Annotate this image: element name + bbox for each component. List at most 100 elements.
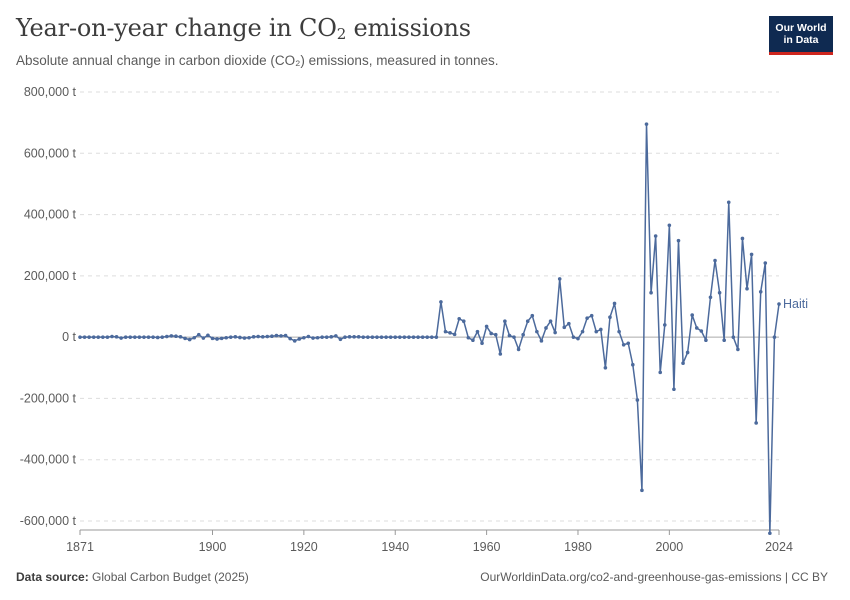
data-point[interactable] [434,335,439,339]
data-point[interactable] [745,286,749,291]
data-point[interactable] [356,335,361,339]
data-point[interactable] [758,289,763,294]
data-point[interactable] [443,329,448,334]
data-point[interactable] [503,319,507,324]
data-point[interactable] [457,316,462,321]
data-point[interactable] [210,336,215,341]
data-point[interactable] [539,339,544,343]
data-point[interactable] [123,335,128,339]
data-point[interactable] [676,238,681,243]
data-point[interactable] [87,335,91,339]
data-point[interactable] [429,335,434,339]
data-point[interactable] [142,335,146,339]
data-point[interactable] [726,200,731,205]
data-point[interactable] [681,361,685,365]
data-point[interactable] [361,335,366,339]
data-point[interactable] [411,335,416,339]
data-point[interactable] [128,335,133,339]
data-point[interactable] [283,333,288,338]
data-point[interactable] [498,352,503,356]
data-point[interactable] [233,335,238,339]
data-point[interactable] [425,335,430,339]
data-point[interactable] [192,335,197,340]
data-point[interactable] [713,258,717,263]
data-point[interactable] [320,335,324,339]
data-point[interactable] [777,302,781,306]
data-point[interactable] [297,337,302,341]
data-point[interactable] [576,336,580,341]
data-point[interactable] [201,336,206,340]
data-point[interactable] [512,335,516,339]
data-point[interactable] [599,327,603,332]
data-point[interactable] [631,362,635,367]
data-point[interactable] [567,321,571,326]
data-point[interactable] [151,335,155,339]
data-point[interactable] [571,335,576,339]
data-point[interactable] [530,313,535,318]
data-point[interactable] [653,234,658,238]
data-point[interactable] [548,319,553,324]
data-point[interactable] [704,338,708,343]
data-point[interactable] [717,290,722,295]
data-point[interactable] [260,335,265,339]
owid-logo[interactable]: Our World in Data [769,16,833,55]
data-point[interactable] [366,335,370,339]
data-point[interactable] [119,336,123,340]
data-point[interactable] [334,334,338,338]
data-point[interactable] [694,326,699,330]
data-point[interactable] [165,334,169,339]
data-point[interactable] [667,223,672,228]
data-point[interactable] [448,331,452,335]
data-point[interactable] [315,335,320,340]
data-point[interactable] [662,323,667,327]
data-point[interactable] [585,316,589,320]
data-point[interactable] [251,335,256,339]
data-point[interactable] [324,335,329,339]
data-point[interactable] [475,329,480,334]
data-point[interactable] [416,335,420,339]
data-point[interactable] [247,335,251,340]
data-point[interactable] [493,332,498,337]
data-point[interactable] [535,329,539,334]
data-point[interactable] [644,122,649,126]
data-point[interactable] [420,335,425,339]
data-point[interactable] [621,343,626,347]
data-point[interactable] [196,332,201,337]
data-point[interactable] [589,313,594,318]
data-point[interactable] [160,335,165,339]
data-point[interactable] [279,334,283,338]
data-point[interactable] [754,421,758,425]
data-point[interactable] [402,335,407,339]
data-point[interactable] [228,335,233,339]
data-point[interactable] [740,236,745,241]
data-point[interactable] [690,313,694,317]
data-point[interactable] [101,335,105,339]
data-point[interactable] [612,301,617,306]
data-point[interactable] [178,335,183,339]
data-point[interactable] [553,330,557,335]
data-point[interactable] [384,335,388,339]
data-point[interactable] [206,333,210,338]
data-point[interactable] [306,334,311,339]
data-point[interactable] [635,398,640,402]
data-point[interactable] [78,335,82,339]
data-point[interactable] [672,387,676,392]
data-point[interactable] [516,347,521,352]
data-point[interactable] [219,336,224,341]
data-point[interactable] [768,531,772,536]
data-point[interactable] [471,338,475,343]
data-point[interactable] [270,334,274,339]
data-point[interactable] [484,324,489,329]
data-point[interactable] [215,337,219,341]
data-point[interactable] [187,337,192,342]
data-point[interactable] [452,332,457,337]
data-point[interactable] [82,335,87,339]
data-point[interactable] [242,336,247,340]
data-point[interactable] [393,335,398,339]
data-point[interactable] [137,335,142,339]
data-point[interactable] [329,335,334,339]
data-point[interactable] [96,335,101,339]
data-point[interactable] [110,334,114,339]
source-url-link[interactable]: OurWorldinData.org/co2-and-greenhouse-ga… [480,570,828,584]
data-point[interactable] [274,333,279,338]
